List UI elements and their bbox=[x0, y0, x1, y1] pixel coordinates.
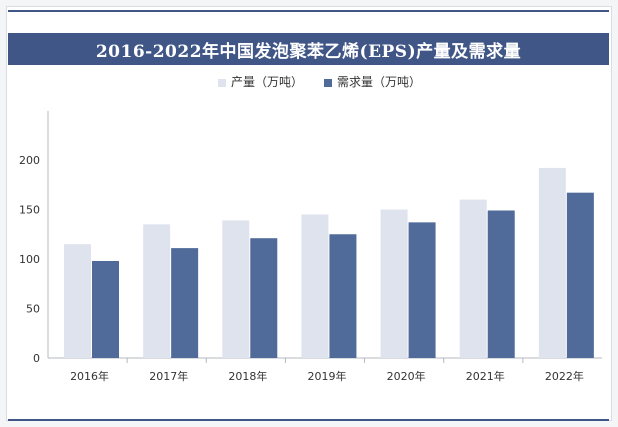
bar-production bbox=[459, 199, 487, 358]
x-tick-label: 2017年 bbox=[149, 369, 188, 383]
bar-demand bbox=[92, 260, 119, 358]
x-tick-label: 2020年 bbox=[387, 369, 426, 383]
chart-title: 2016-2022年中国发泡聚苯乙烯(EPS)产量及需求量 bbox=[95, 41, 522, 62]
legend-label: 需求量（万吨） bbox=[337, 75, 421, 89]
bar-production bbox=[64, 244, 91, 358]
bar-production bbox=[222, 220, 250, 358]
x-tick-label: 2022年 bbox=[545, 369, 584, 383]
bar-production bbox=[301, 214, 329, 358]
x-tick-label: 2021年 bbox=[466, 369, 505, 383]
x-tick-label: 2019年 bbox=[308, 369, 347, 383]
bar-production bbox=[538, 167, 566, 358]
bar-demand bbox=[408, 222, 436, 358]
x-tick-label: 2016年 bbox=[70, 369, 109, 383]
legend-swatch bbox=[324, 79, 332, 87]
legend-swatch bbox=[218, 79, 226, 87]
y-tick-label: 150 bbox=[19, 204, 40, 217]
bar-demand bbox=[250, 238, 278, 358]
y-tick-label: 50 bbox=[26, 303, 40, 316]
legend-label: 产量（万吨） bbox=[231, 75, 303, 89]
y-tick-label: 100 bbox=[19, 253, 40, 266]
title-bar: 2016-2022年中国发泡聚苯乙烯(EPS)产量及需求量 bbox=[8, 33, 609, 65]
bottom-rule bbox=[8, 419, 609, 421]
bar-demand bbox=[171, 248, 199, 358]
bar-production bbox=[380, 209, 408, 358]
x-tick-label: 2018年 bbox=[228, 369, 267, 383]
bar-demand bbox=[329, 234, 357, 358]
y-tick-label: 200 bbox=[19, 154, 40, 167]
bar-production bbox=[143, 224, 171, 358]
y-tick-label: 0 bbox=[33, 352, 40, 365]
bar-demand bbox=[487, 210, 515, 358]
bar-demand bbox=[566, 192, 594, 358]
top-rule bbox=[8, 10, 609, 12]
